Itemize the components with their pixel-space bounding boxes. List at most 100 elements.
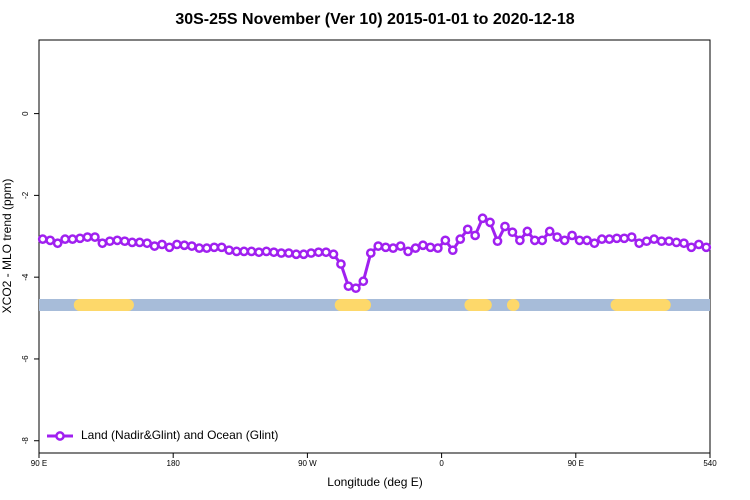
point [589, 238, 600, 249]
point [492, 236, 503, 247]
point [52, 238, 63, 249]
x-tick-label: 90 E [568, 459, 584, 468]
point [209, 242, 220, 253]
point [656, 236, 667, 247]
y-tick-label: -8 [21, 437, 30, 445]
point [216, 242, 227, 253]
point [60, 234, 70, 244]
point [515, 235, 525, 246]
point [686, 242, 697, 253]
point [552, 232, 563, 242]
point [343, 281, 354, 292]
y-tick-label: 0 [21, 111, 30, 116]
point [306, 248, 316, 258]
x-tick-label: 90 E [31, 459, 47, 468]
point [433, 243, 443, 253]
point [186, 241, 197, 251]
point [403, 246, 413, 257]
point [500, 221, 510, 232]
point [634, 238, 645, 249]
point [82, 232, 93, 242]
point [231, 246, 242, 257]
point [440, 235, 451, 246]
point [321, 247, 331, 258]
legend-label: Land (Nadir&Glint) and Ocean (Glint) [81, 428, 278, 442]
point [701, 242, 712, 253]
x-tick-label: 180 [167, 459, 181, 468]
point [537, 235, 548, 246]
point [37, 234, 48, 244]
point [485, 217, 495, 228]
point [283, 248, 294, 258]
x-tick-label: 90 W [298, 459, 317, 468]
x-axis-label: Longitude (deg E) [327, 475, 422, 489]
point [67, 234, 78, 244]
point [97, 238, 108, 249]
point [671, 237, 682, 248]
point [119, 236, 130, 247]
point [127, 237, 138, 248]
point [462, 224, 473, 235]
point [164, 242, 175, 253]
point [90, 232, 100, 242]
point [157, 239, 167, 250]
point [477, 213, 488, 224]
point [149, 241, 160, 251]
point [351, 283, 361, 294]
point [75, 233, 85, 244]
point [410, 243, 421, 253]
point [179, 240, 190, 251]
point [597, 234, 607, 244]
point [388, 243, 398, 253]
point [611, 233, 622, 244]
point [172, 239, 182, 250]
point [626, 232, 637, 242]
point [261, 246, 272, 257]
point [45, 235, 56, 246]
chart-title: 30S-25S November (Ver 10) 2015-01-01 to … [175, 11, 574, 28]
point [395, 241, 406, 251]
point [544, 226, 555, 237]
point [425, 242, 436, 253]
point [313, 247, 324, 258]
point [224, 245, 234, 256]
x-tick-label: 540 [703, 459, 717, 468]
point [619, 233, 630, 244]
point [246, 246, 257, 257]
y-tick-label: -6 [21, 355, 30, 363]
point [455, 234, 466, 244]
point [373, 241, 384, 251]
point [201, 243, 212, 253]
point [447, 245, 458, 256]
point [365, 248, 376, 258]
point [649, 234, 659, 244]
y-tick-label: -4 [21, 273, 30, 281]
point [380, 242, 391, 253]
point [693, 239, 704, 250]
point [470, 230, 480, 241]
point [664, 236, 674, 247]
point [276, 248, 287, 258]
point [582, 235, 592, 246]
point [239, 246, 249, 257]
point [358, 276, 369, 287]
legend-marker [55, 431, 65, 441]
point [522, 226, 533, 237]
point [641, 236, 652, 247]
point [507, 227, 518, 238]
point [134, 237, 145, 248]
point [529, 235, 540, 246]
point [574, 235, 585, 246]
point [567, 230, 577, 241]
point [112, 235, 123, 246]
point [291, 249, 302, 260]
point [559, 235, 570, 246]
point [254, 247, 264, 258]
point [336, 259, 346, 269]
point [298, 249, 309, 260]
x-tick-label: 0 [439, 459, 444, 468]
point [604, 234, 615, 244]
point [418, 240, 428, 251]
point [328, 249, 339, 260]
